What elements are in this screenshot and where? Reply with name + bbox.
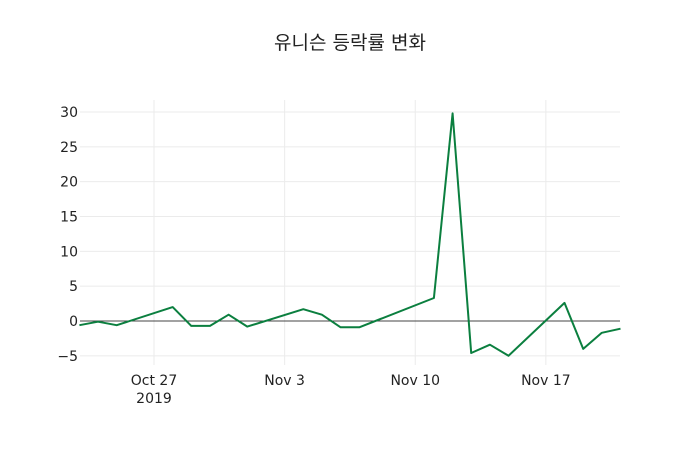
- series-line: [79, 112, 621, 357]
- y-tick-label: 20: [60, 175, 78, 191]
- y-tick-label: 25: [60, 140, 78, 156]
- x-tick-label: Oct 27: [131, 373, 177, 389]
- chart-title: 유니슨 등락률 변화: [274, 32, 426, 54]
- data-series: [79, 112, 621, 357]
- y-tick-label: 0: [69, 314, 78, 330]
- x-axis-ticks: Oct 27 2019 Nov 3 Nov 10 Nov 17: [131, 373, 571, 407]
- gridlines: [80, 100, 620, 365]
- y-tick-label: 10: [60, 244, 78, 260]
- x-tick-label: Nov 17: [521, 373, 571, 389]
- y-axis-ticks: 30 25 20 15 10 5 0 −5: [57, 105, 78, 365]
- y-tick-label: 5: [69, 279, 78, 295]
- x-tick-year-label: 2019: [136, 391, 172, 407]
- x-tick-label: Nov 10: [390, 373, 440, 389]
- y-tick-label: 30: [60, 105, 78, 121]
- x-tick-label: Nov 3: [264, 373, 305, 389]
- y-tick-label: 15: [60, 210, 78, 226]
- y-tick-label: −5: [57, 349, 78, 365]
